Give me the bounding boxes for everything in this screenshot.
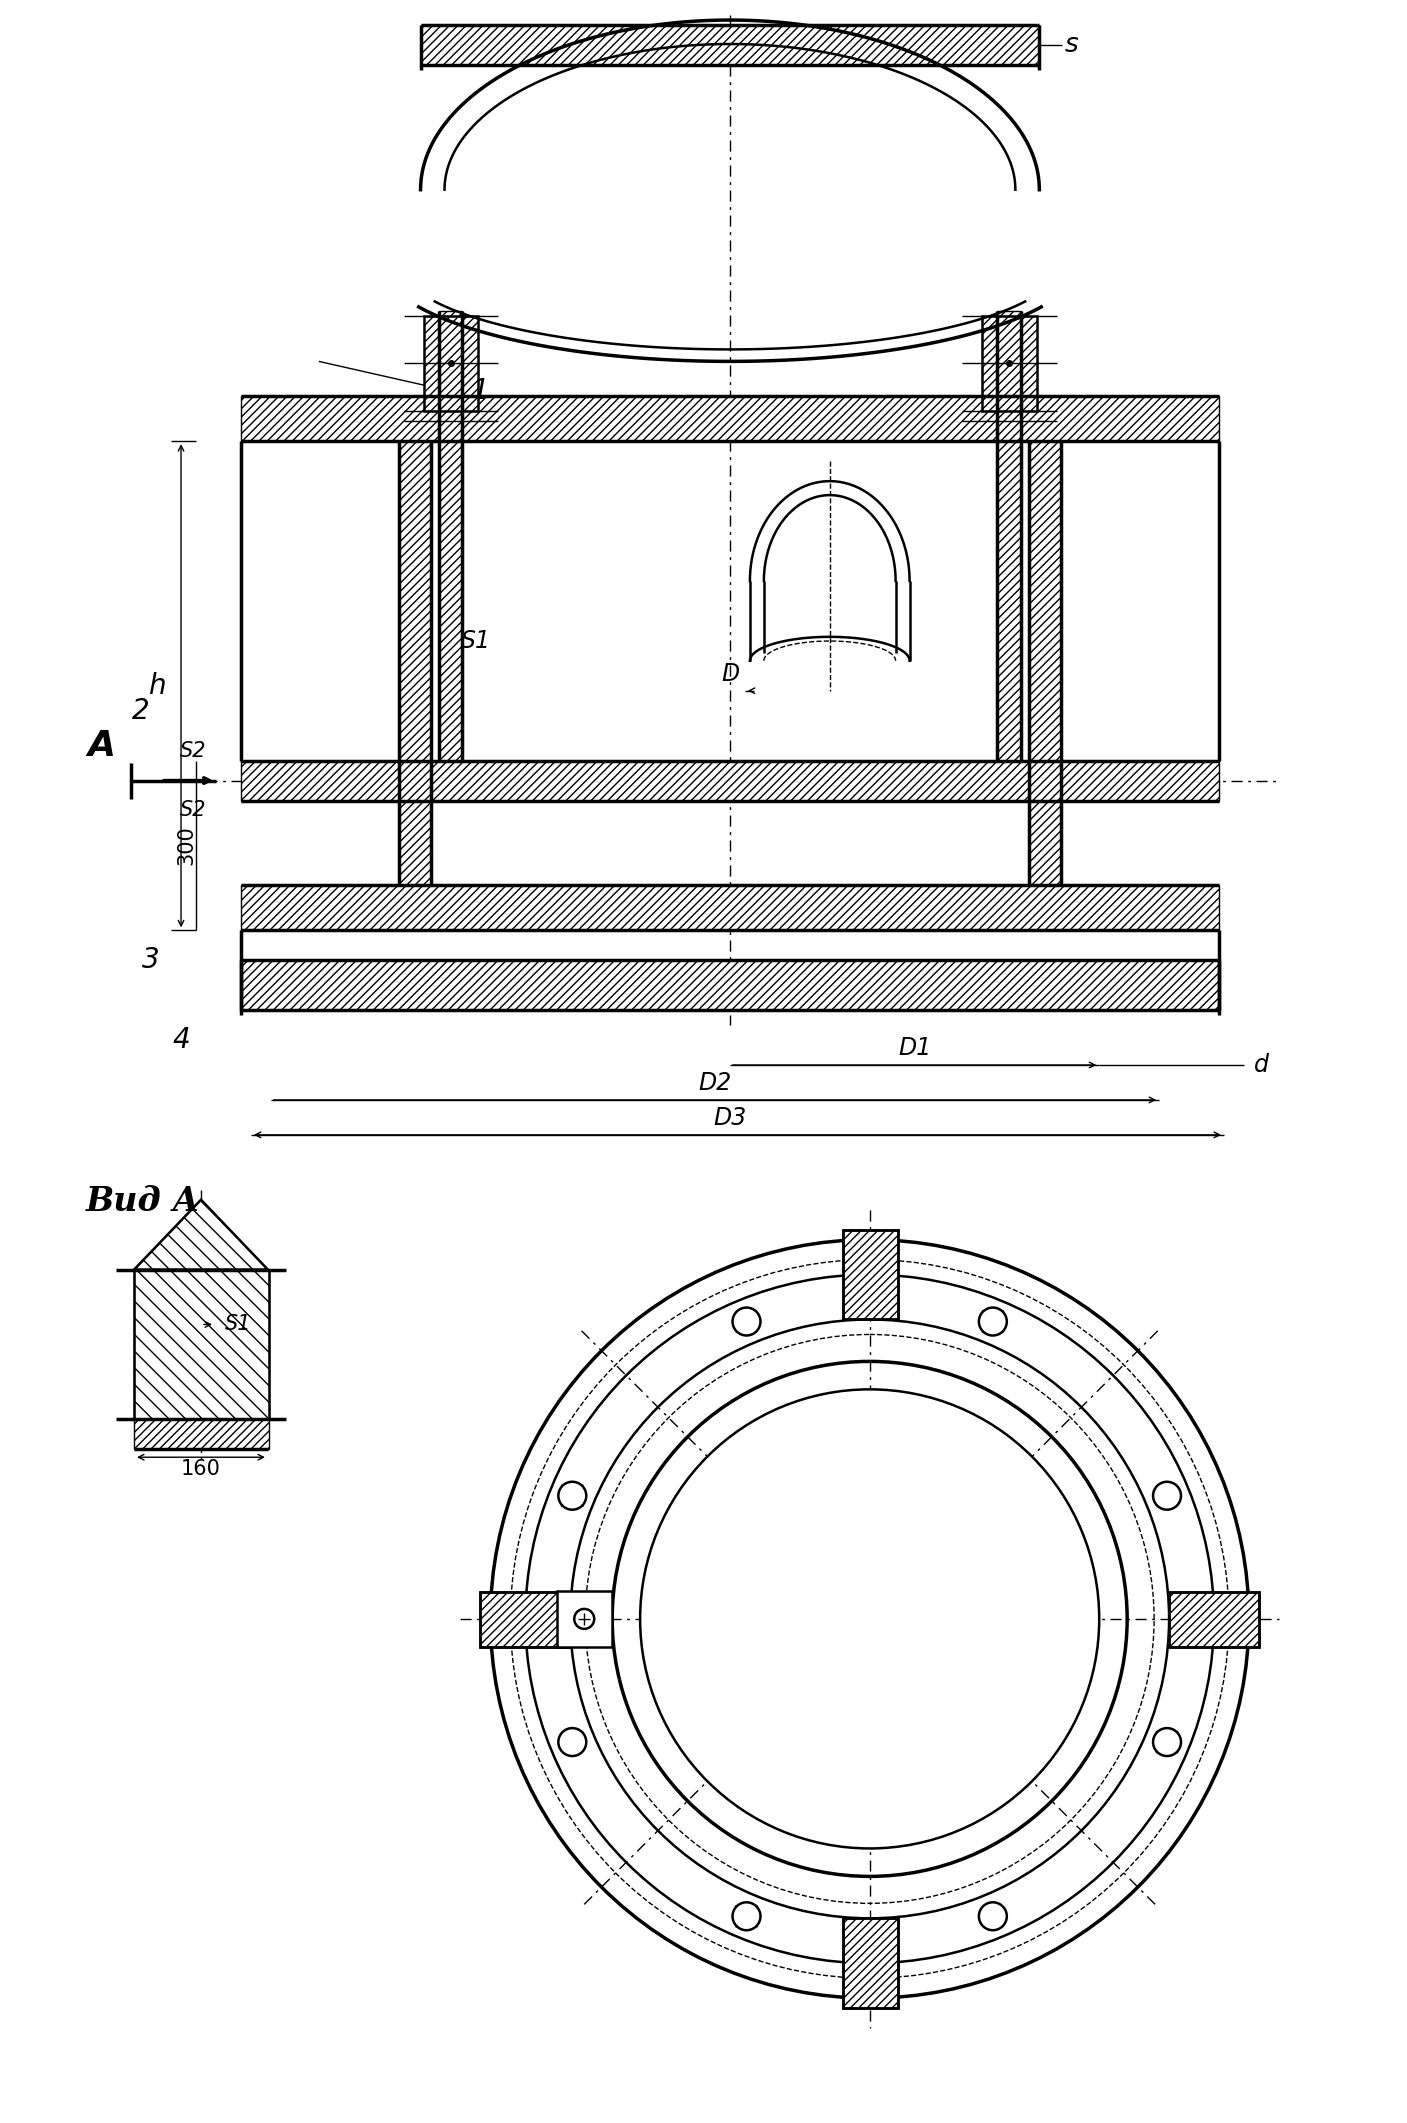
- Bar: [134, 1420, 269, 1450]
- Circle shape: [1154, 1728, 1180, 1756]
- Text: S2: S2: [180, 741, 205, 760]
- Circle shape: [733, 1902, 760, 1930]
- Bar: [398, 442, 431, 885]
- Bar: [998, 312, 1021, 760]
- Text: h: h: [148, 671, 166, 701]
- Text: 160: 160: [182, 1459, 221, 1480]
- Bar: [424, 316, 478, 412]
- Text: d: d: [1254, 1053, 1269, 1076]
- Text: 2: 2: [132, 696, 151, 724]
- Text: D2: D2: [698, 1070, 732, 1095]
- Bar: [843, 1229, 898, 1321]
- Circle shape: [979, 1902, 1007, 1930]
- Circle shape: [559, 1728, 587, 1756]
- Text: s: s: [1064, 32, 1078, 57]
- Text: 3: 3: [142, 947, 160, 974]
- Bar: [241, 885, 1218, 930]
- Bar: [241, 960, 1218, 1011]
- Bar: [480, 1592, 570, 1647]
- Bar: [421, 25, 1040, 66]
- Text: Вид А: Вид А: [86, 1185, 201, 1219]
- Bar: [1169, 1592, 1259, 1647]
- Bar: [480, 1592, 570, 1647]
- Bar: [843, 1229, 898, 1321]
- Bar: [557, 1590, 612, 1647]
- Bar: [843, 1919, 898, 2008]
- Bar: [241, 397, 1218, 442]
- Text: 1: 1: [471, 378, 490, 405]
- Bar: [1030, 442, 1061, 885]
- Bar: [134, 1270, 269, 1420]
- Circle shape: [640, 1388, 1099, 1849]
- Bar: [439, 312, 463, 760]
- Circle shape: [733, 1308, 760, 1335]
- Bar: [843, 1919, 898, 2008]
- Text: D: D: [722, 662, 740, 686]
- Text: D1: D1: [898, 1036, 931, 1059]
- Circle shape: [559, 1482, 587, 1509]
- Text: А: А: [87, 728, 115, 762]
- Text: S1: S1: [225, 1314, 252, 1335]
- Text: 300: 300: [176, 826, 196, 866]
- Text: S2: S2: [180, 800, 205, 819]
- Bar: [134, 1270, 269, 1420]
- Circle shape: [1154, 1482, 1180, 1509]
- Bar: [241, 760, 1218, 800]
- Bar: [982, 316, 1037, 412]
- Text: D3: D3: [713, 1106, 747, 1129]
- Text: 4: 4: [172, 1025, 190, 1053]
- Bar: [1169, 1592, 1259, 1647]
- Polygon shape: [134, 1199, 267, 1270]
- Text: S1: S1: [460, 628, 491, 654]
- Circle shape: [979, 1308, 1007, 1335]
